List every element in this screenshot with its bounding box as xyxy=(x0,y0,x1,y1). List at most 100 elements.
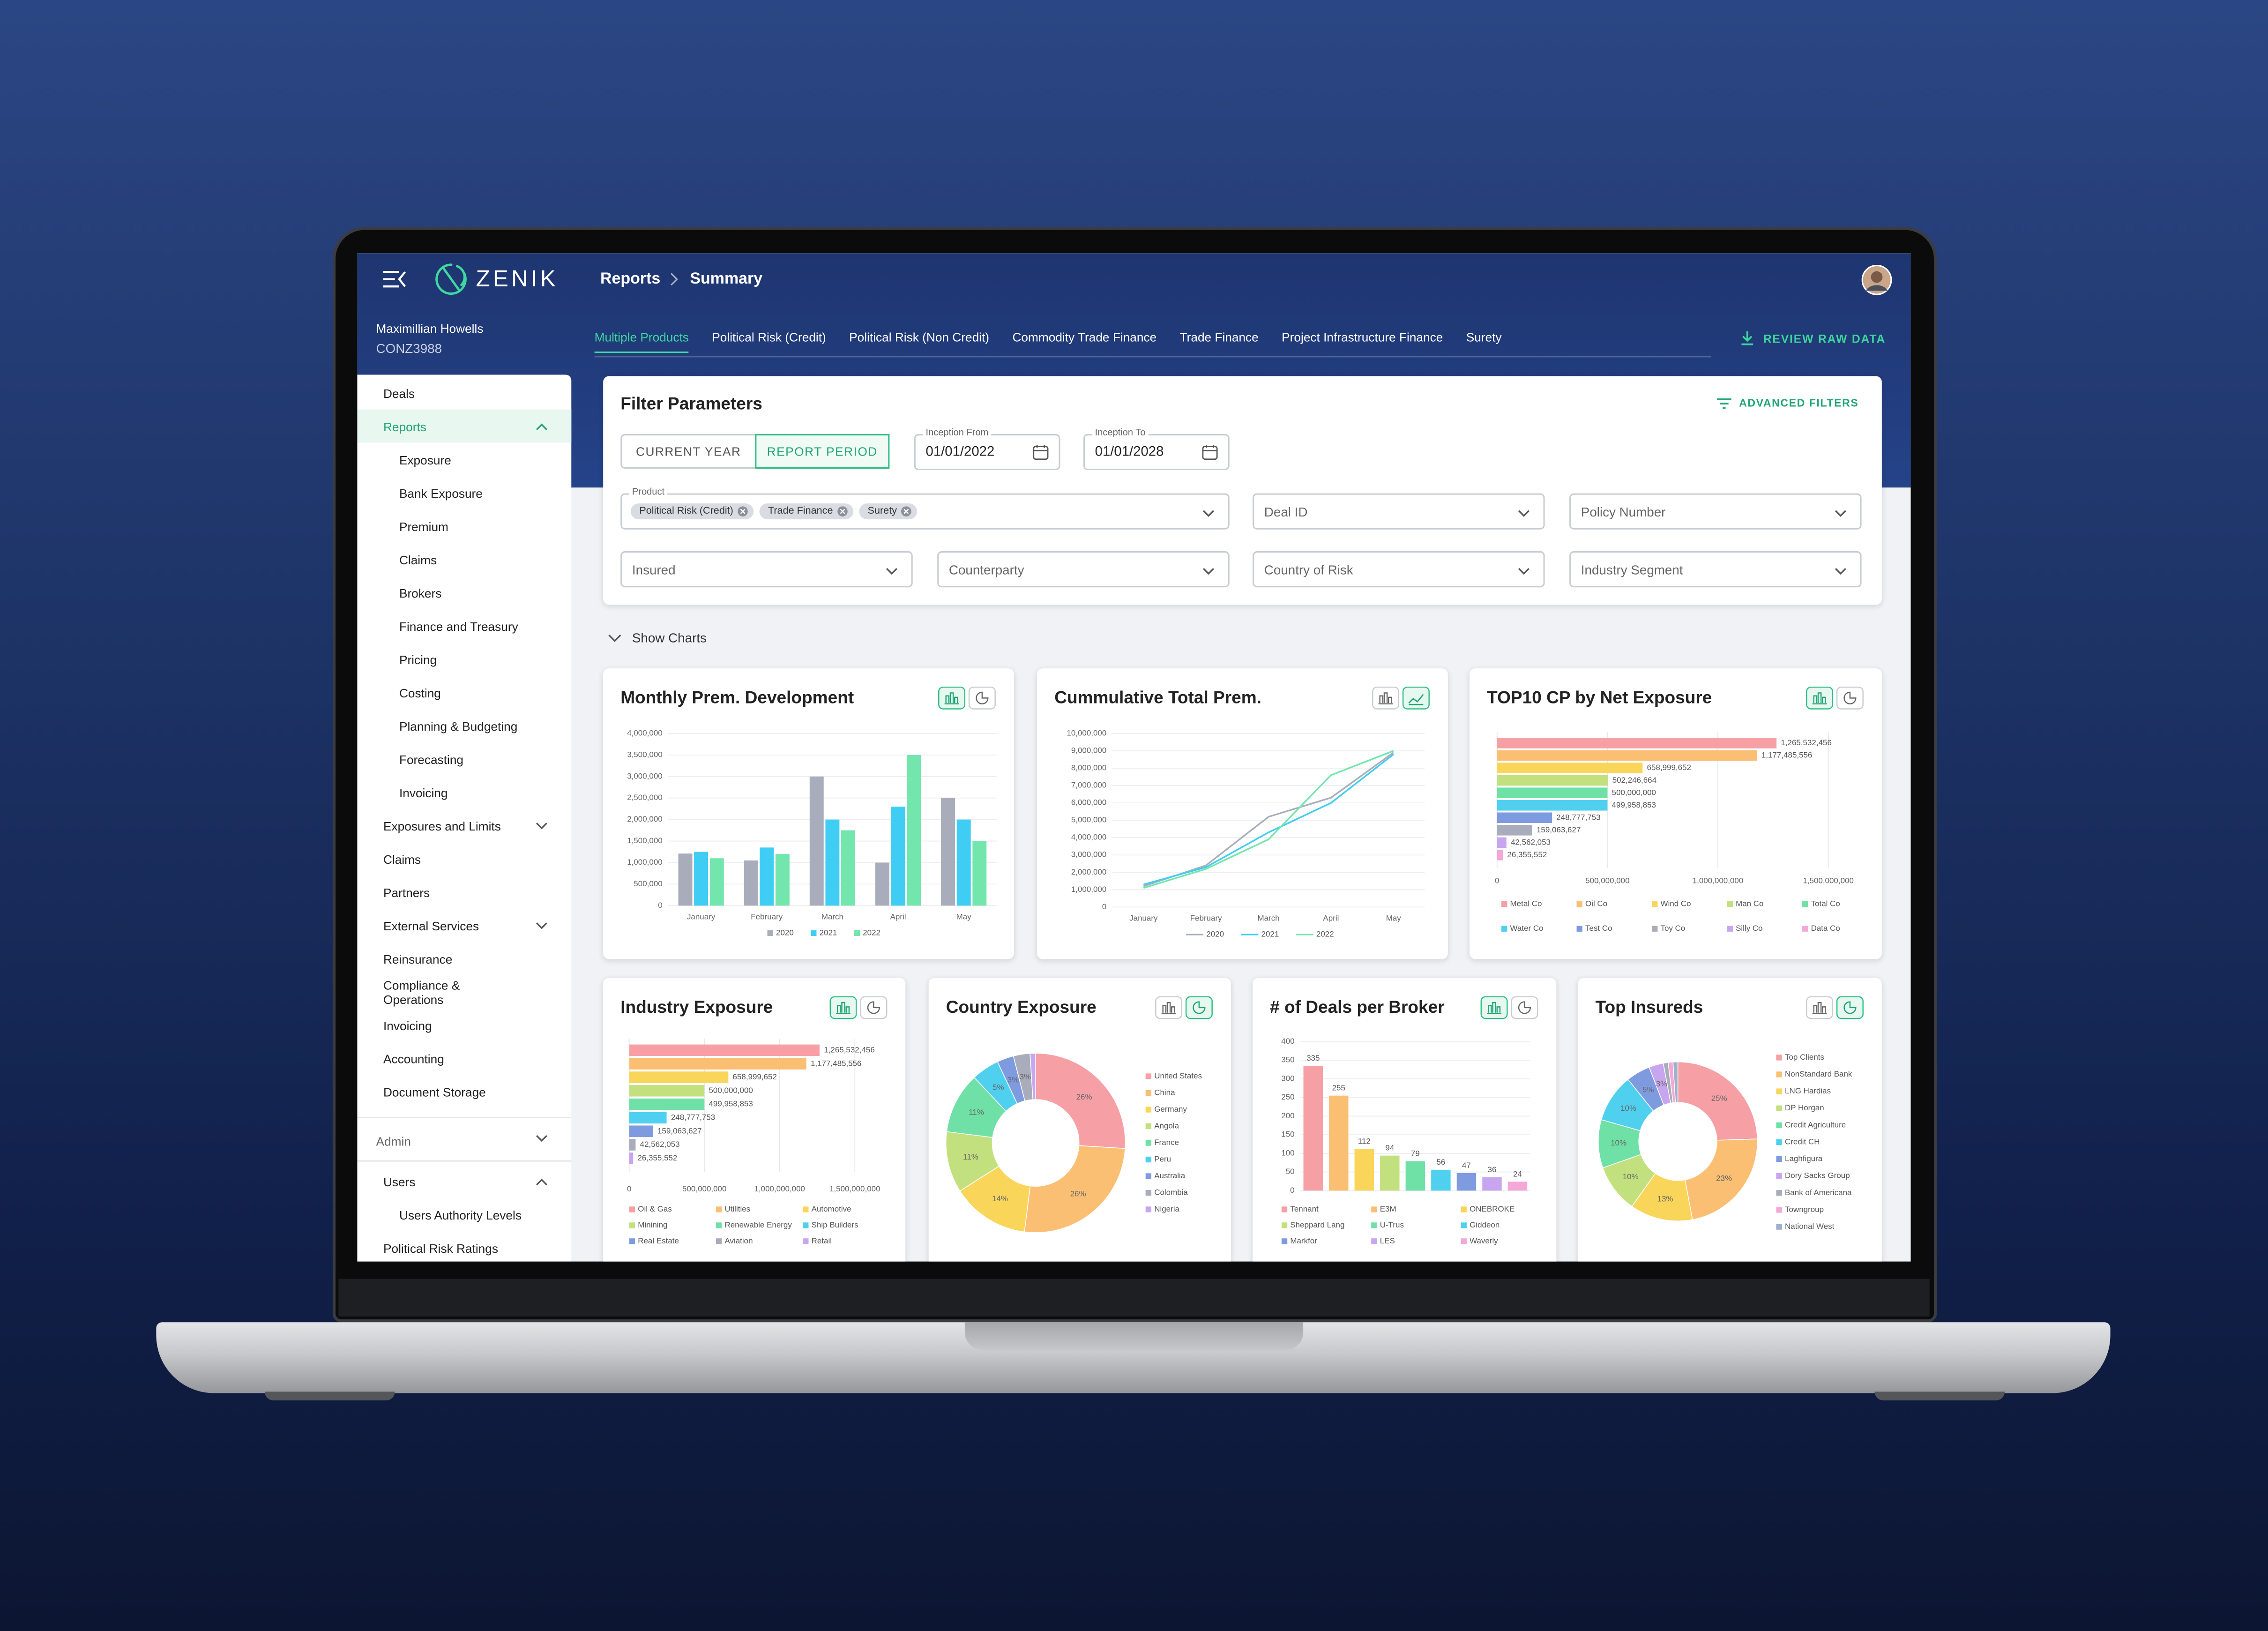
legend-label: Credit CH xyxy=(1785,1137,1820,1146)
menu-label: Exposure xyxy=(399,452,451,467)
caret-down xyxy=(1835,510,1846,517)
line xyxy=(1143,752,1394,887)
y-tick-label: 1,000,000 xyxy=(1071,885,1107,894)
menu-item[interactable]: External Services xyxy=(357,908,571,942)
menu-label: Brokers xyxy=(399,585,442,600)
view-toggle[interactable] xyxy=(938,686,966,710)
menu-item[interactable]: Compliance & Operations xyxy=(357,975,571,1008)
menu-item[interactable]: Reinsurance xyxy=(357,942,571,975)
toggle-button[interactable]: CURRENT YEAR xyxy=(620,434,755,469)
menu-icon[interactable] xyxy=(382,269,408,289)
view-toggle[interactable] xyxy=(1806,686,1834,710)
menu-item[interactable]: Forecasting xyxy=(357,742,571,775)
data-label: 24 xyxy=(1513,1169,1522,1178)
avatar[interactable] xyxy=(1861,264,1892,295)
tab[interactable]: Project Infrastructure Finance xyxy=(1282,329,1443,344)
menu-item[interactable]: Claims xyxy=(357,543,571,576)
view-toggle[interactable] xyxy=(829,996,857,1019)
menu-item[interactable]: Admin xyxy=(357,1121,571,1160)
menu-item[interactable]: Users xyxy=(357,1165,571,1198)
select-field[interactable]: Counterparty xyxy=(937,551,1230,588)
menu-item[interactable]: Pricing xyxy=(357,643,571,676)
menu-item[interactable]: Deals xyxy=(357,376,571,410)
menu-item[interactable]: Planning & Budgeting xyxy=(357,709,571,742)
calendar-lines xyxy=(1033,445,1048,451)
menu-item[interactable]: Premium xyxy=(357,509,571,543)
menu-item[interactable]: Document Storage xyxy=(357,1075,571,1108)
bar xyxy=(1497,850,1503,860)
menu-item[interactable]: Users Authority Levels xyxy=(357,1198,571,1231)
view-toggle[interactable] xyxy=(1402,686,1430,710)
view-toggle[interactable] xyxy=(860,996,888,1019)
legend-swatch xyxy=(1145,1156,1152,1163)
advanced-filters[interactable]: ADVANCED FILTERS xyxy=(1717,397,1859,410)
view-toggle[interactable] xyxy=(1185,996,1213,1019)
menu-item[interactable]: Finance and Treasury xyxy=(357,609,571,643)
menu-item[interactable]: Bank Exposure xyxy=(357,476,571,509)
data-label: 658,999,652 xyxy=(733,1072,777,1081)
chip[interactable]: Trade Finance xyxy=(759,503,853,520)
menu-item[interactable]: Partners xyxy=(357,875,571,908)
bar-icon xyxy=(1812,692,1827,704)
menu-item[interactable]: Claims xyxy=(357,842,571,875)
tab[interactable]: Surety xyxy=(1466,329,1502,344)
view-toggle[interactable] xyxy=(1372,686,1400,710)
legend-label: Germany xyxy=(1154,1105,1187,1114)
select-placeholder: Country of Risk xyxy=(1264,562,1353,577)
legend-swatch xyxy=(1145,1173,1152,1179)
view-toggle[interactable] xyxy=(968,686,996,710)
tab[interactable]: Political Risk (Non Credit) xyxy=(849,329,990,344)
date-field[interactable]: Inception To 01/01/2028 xyxy=(1083,428,1230,471)
legend-swatch xyxy=(803,1222,809,1228)
product-select[interactable]: Product Political Risk (Credit) Trade Fina… xyxy=(620,487,1230,530)
menu-item[interactable]: Invoicing xyxy=(357,775,571,808)
user-id: CONZ3988 xyxy=(376,341,442,356)
select-field[interactable]: Deal ID xyxy=(1253,493,1545,530)
view-toggle[interactable] xyxy=(1480,996,1508,1019)
select-field[interactable]: Industry Segment xyxy=(1569,551,1862,588)
menu-item[interactable]: Costing xyxy=(357,676,571,709)
bar xyxy=(956,819,971,906)
menu-item[interactable]: Exposures and Limits xyxy=(357,808,571,842)
menu-item[interactable]: Accounting xyxy=(357,1041,571,1075)
bar xyxy=(1497,787,1608,798)
review-raw-data[interactable]: REVIEW RAW DATA xyxy=(1763,332,1886,346)
menu-item[interactable]: Invoicing xyxy=(357,1008,571,1041)
select-field[interactable]: Insured xyxy=(620,551,913,588)
chip-remove xyxy=(901,506,911,516)
data-label: 1,265,532,456 xyxy=(824,1045,875,1054)
pie-icon xyxy=(1843,1001,1857,1014)
chip[interactable]: Political Risk (Credit) xyxy=(630,503,754,520)
tab[interactable]: Trade Finance xyxy=(1179,329,1259,344)
select-field[interactable]: Policy Number xyxy=(1569,493,1862,530)
menu-label: Finance and Treasury xyxy=(399,618,518,633)
date-field[interactable]: Inception From 01/01/2022 xyxy=(914,428,1060,471)
breadcrumb[interactable]: Reports xyxy=(600,270,661,288)
tab[interactable]: Commodity Trade Finance xyxy=(1012,329,1157,344)
view-toggle[interactable] xyxy=(1155,996,1183,1019)
menu-item[interactable]: Reports xyxy=(357,409,572,443)
donut-slice xyxy=(1024,1145,1126,1233)
chevron[interactable] xyxy=(607,632,622,644)
bar xyxy=(1497,825,1532,836)
tab[interactable]: Political Risk (Credit) xyxy=(712,329,826,344)
tab[interactable]: Multiple Products xyxy=(594,330,689,353)
show-charts[interactable]: Show Charts xyxy=(632,630,707,645)
menu-label: External Services xyxy=(383,918,479,933)
menu-item[interactable]: Political Risk Ratings xyxy=(357,1231,571,1262)
chip[interactable]: Surety xyxy=(859,503,918,520)
legend-swatch xyxy=(1501,926,1507,932)
view-toggle[interactable] xyxy=(1806,996,1834,1019)
view-toggle[interactable] xyxy=(1836,996,1864,1019)
legend-label: Credit Agriculture xyxy=(1785,1120,1846,1129)
select-field[interactable]: Country of Risk xyxy=(1253,551,1545,588)
menu-item[interactable]: Brokers xyxy=(357,576,571,609)
menu-label: Planning & Budgeting xyxy=(399,718,518,733)
toggle-button[interactable]: REPORT PERIOD xyxy=(755,434,890,469)
x-tick-label: May xyxy=(1386,914,1402,923)
view-toggle[interactable] xyxy=(1511,996,1538,1019)
bar-icon xyxy=(1161,1002,1176,1014)
menu-item[interactable]: Exposure xyxy=(357,443,571,476)
view-toggle[interactable] xyxy=(1836,686,1864,710)
